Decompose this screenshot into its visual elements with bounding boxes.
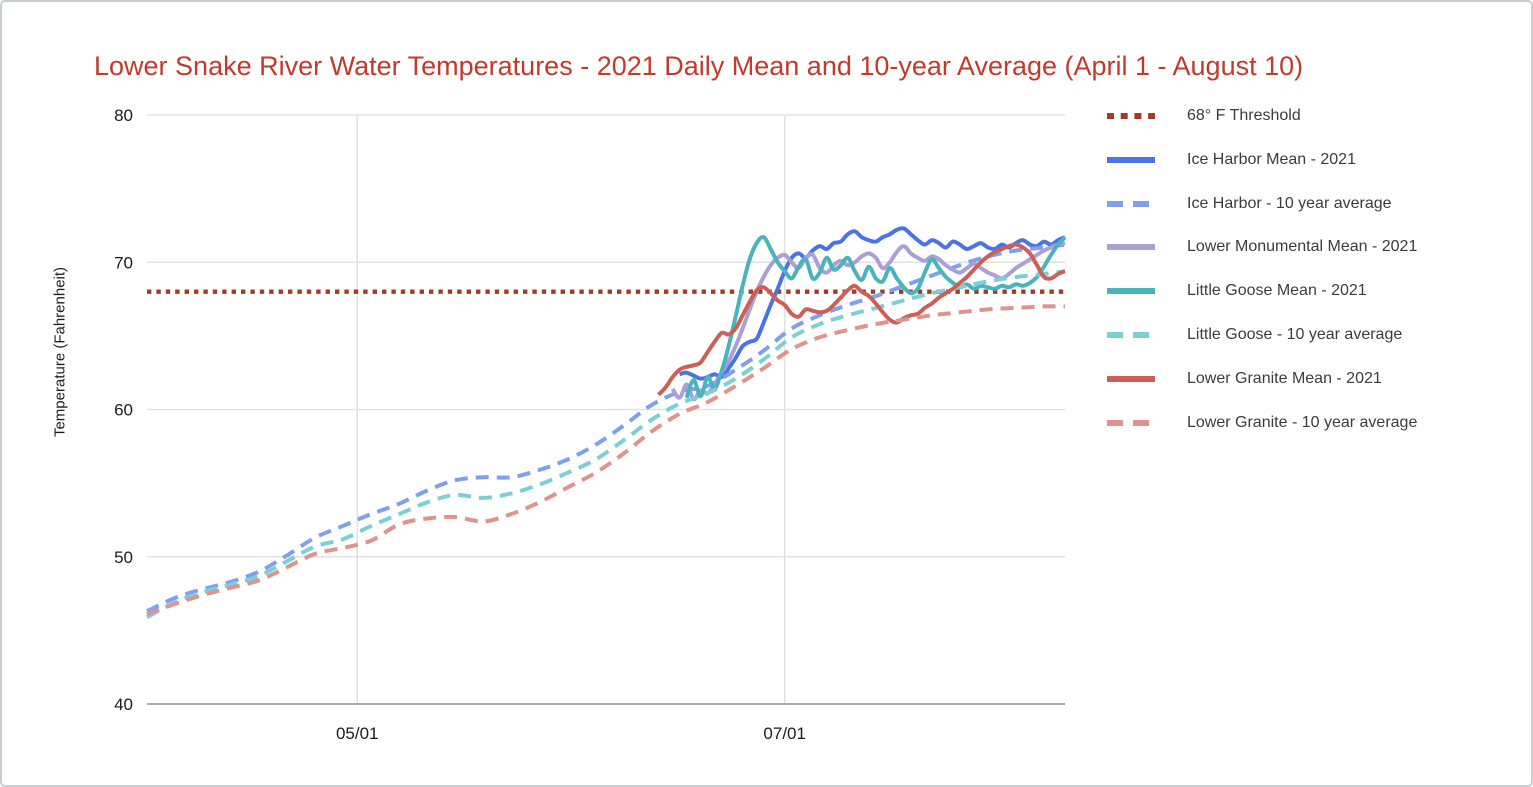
legend-label: Ice Harbor - 10 year average <box>1187 194 1392 212</box>
legend-item-little-goose-10-year-average: Little Goose - 10 year average <box>1107 313 1402 357</box>
series-line-ice-harbor-mean-2021 <box>679 226 1066 381</box>
legend-swatch-dashed <box>1107 419 1155 426</box>
legend-label: 68° F Threshold <box>1187 107 1301 124</box>
legend-swatch-solid <box>1107 288 1155 295</box>
legend-swatch-solid <box>1107 244 1155 251</box>
legend-item-lower-granite-mean-2021: Lower Granite Mean - 2021 <box>1107 357 1382 401</box>
y-tick-label-40: 40 <box>114 695 133 714</box>
legend-item-68-f-threshold: 68° F Threshold <box>1107 94 1301 138</box>
x-tick-label-07-01: 07/01 <box>763 724 806 743</box>
legend-label: Ice Harbor Mean - 2021 <box>1187 150 1356 168</box>
y-tick-label-50: 50 <box>114 548 133 567</box>
y-tick-label-70: 70 <box>114 253 133 272</box>
legend-item-lower-granite-10-year-average: Lower Granite - 10 year average <box>1107 401 1417 445</box>
legend-label: Lower Monumental Mean - 2021 <box>1187 238 1418 256</box>
legend-label: Little Goose Mean - 2021 <box>1187 282 1367 300</box>
legend-swatch-dotted <box>1107 113 1155 119</box>
chart-title: Lower Snake River Water Temperatures - 2… <box>94 51 1304 81</box>
series-line-lower-granite-mean-2021 <box>657 242 1066 397</box>
legend-item-lower-monumental-mean-2021: Lower Monumental Mean - 2021 <box>1107 225 1417 269</box>
legend-swatch-solid <box>1107 375 1155 382</box>
y-tick-label-80: 80 <box>114 106 133 125</box>
x-tick-label-05-01: 05/01 <box>336 724 379 743</box>
series-line-little-goose-10-year-average <box>146 269 1066 619</box>
legend-item-ice-harbor-mean-2021: Ice Harbor Mean - 2021 <box>1107 138 1356 182</box>
y-tick-label-60: 60 <box>114 401 133 420</box>
series-line-ice-harbor-10-year-average <box>146 242 1066 614</box>
legend-label: Little Goose - 10 year average <box>1187 326 1403 343</box>
series-line-lower-granite-10-year-average <box>146 304 1066 617</box>
legend-item-little-goose-mean-2021: Little Goose Mean - 2021 <box>1107 269 1367 313</box>
legend-swatch-dashed <box>1107 200 1155 207</box>
legend-label: Lower Granite Mean - 2021 <box>1187 369 1382 387</box>
legend-swatch-solid <box>1107 156 1155 163</box>
series-line-little-goose-mean-2021 <box>684 235 1067 399</box>
legend-item-ice-harbor-10-year-average: Ice Harbor - 10 year average <box>1107 182 1392 226</box>
legend-label: Lower Granite - 10 year average <box>1187 413 1418 431</box>
legend-swatch-dashed <box>1107 332 1155 338</box>
